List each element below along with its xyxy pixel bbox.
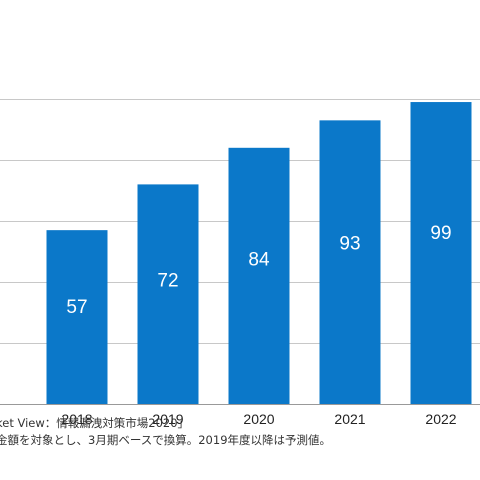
data-label: 84	[248, 249, 270, 270]
x-tick-labels: 2018 2019 2020 2021 2022	[61, 411, 456, 427]
data-label: 57	[66, 297, 87, 318]
bar-2019	[137, 184, 199, 404]
bar-2021	[319, 120, 381, 404]
bar-2018	[46, 230, 108, 404]
bar-2022	[410, 102, 472, 405]
source-footnote: ket View：情報漏洩対策市場2020」	[0, 416, 190, 430]
x-tick-label: 2020	[243, 411, 274, 427]
note-footnote: 金額を対象とし、3月期ベースで換算。2019年度以降は予測値。	[0, 433, 332, 447]
x-tick-label: 2022	[425, 411, 456, 427]
bars	[46, 102, 472, 405]
x-tick-label: 2019	[152, 411, 183, 427]
data-label: 72	[157, 271, 178, 292]
data-label: 93	[339, 233, 360, 254]
x-tick-label: 2018	[61, 411, 92, 427]
data-label: 99	[430, 223, 451, 244]
x-tick-label: 2021	[334, 411, 365, 427]
data-labels: 57 72 84 93 99	[66, 223, 451, 318]
bar-2020	[228, 147, 290, 405]
